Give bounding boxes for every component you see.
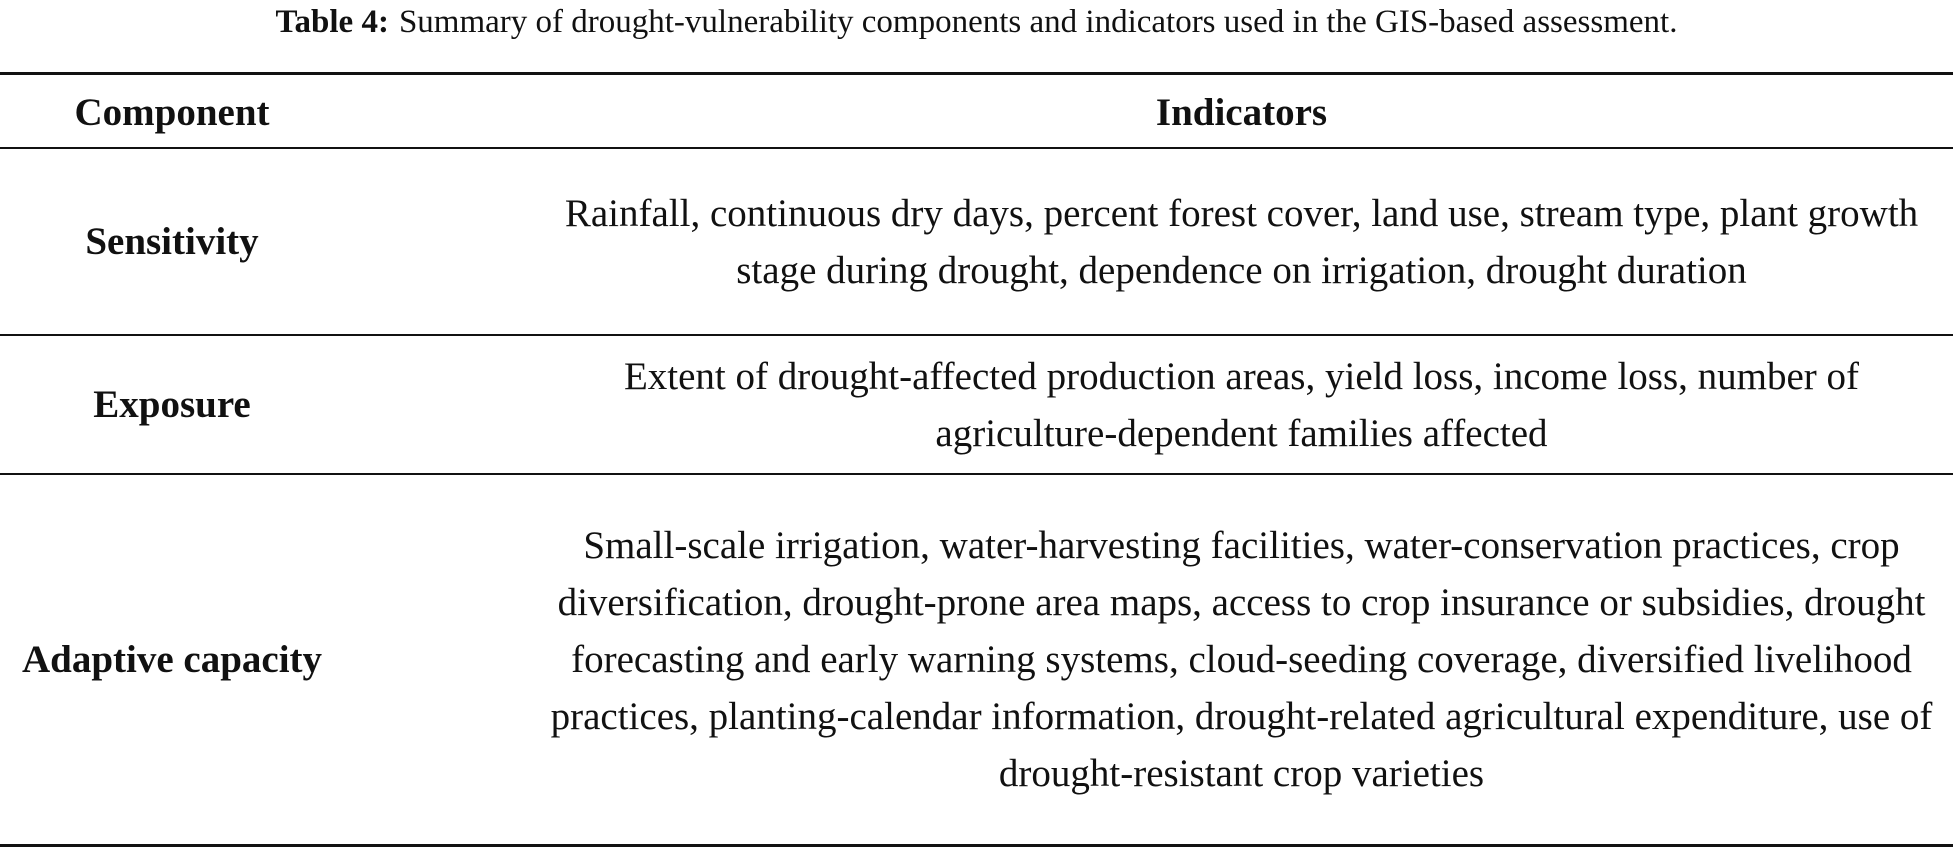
row-adaptive-capacity-indicators: Small-scale irrigation, water-harvesting… [530, 476, 1953, 843]
table-bottom-rule [0, 844, 1953, 847]
caption-label: Table 4: [275, 4, 389, 40]
indicators-text: Small-scale irrigation, water-harvesting… [550, 524, 1933, 795]
table-header-rule [0, 147, 1953, 149]
row-divider [0, 473, 1953, 475]
row-sensitivity-indicators: Rainfall, continuous dry days, percent f… [530, 150, 1953, 333]
indicators-text: Rainfall, continuous dry days, percent f… [564, 191, 1919, 292]
row-exposure-indicators: Extent of drought-affected production ar… [530, 337, 1953, 472]
row-sensitivity-component: Sensitivity [85, 220, 259, 263]
row-exposure-component: Exposure [93, 383, 251, 426]
indicators-text: Extent of drought-affected production ar… [623, 354, 1860, 455]
table-top-rule [0, 72, 1953, 75]
table-caption: Table 4: Summary of drought-vulnerability… [0, 2, 1953, 42]
header-component: Component [74, 90, 270, 134]
row-divider [0, 334, 1953, 336]
row-adaptive-capacity-component: Adaptive capacity [21, 638, 323, 681]
caption-text: Summary of drought-vulnerability compone… [398, 4, 1678, 40]
header-indicators: Indicators [1155, 90, 1328, 134]
